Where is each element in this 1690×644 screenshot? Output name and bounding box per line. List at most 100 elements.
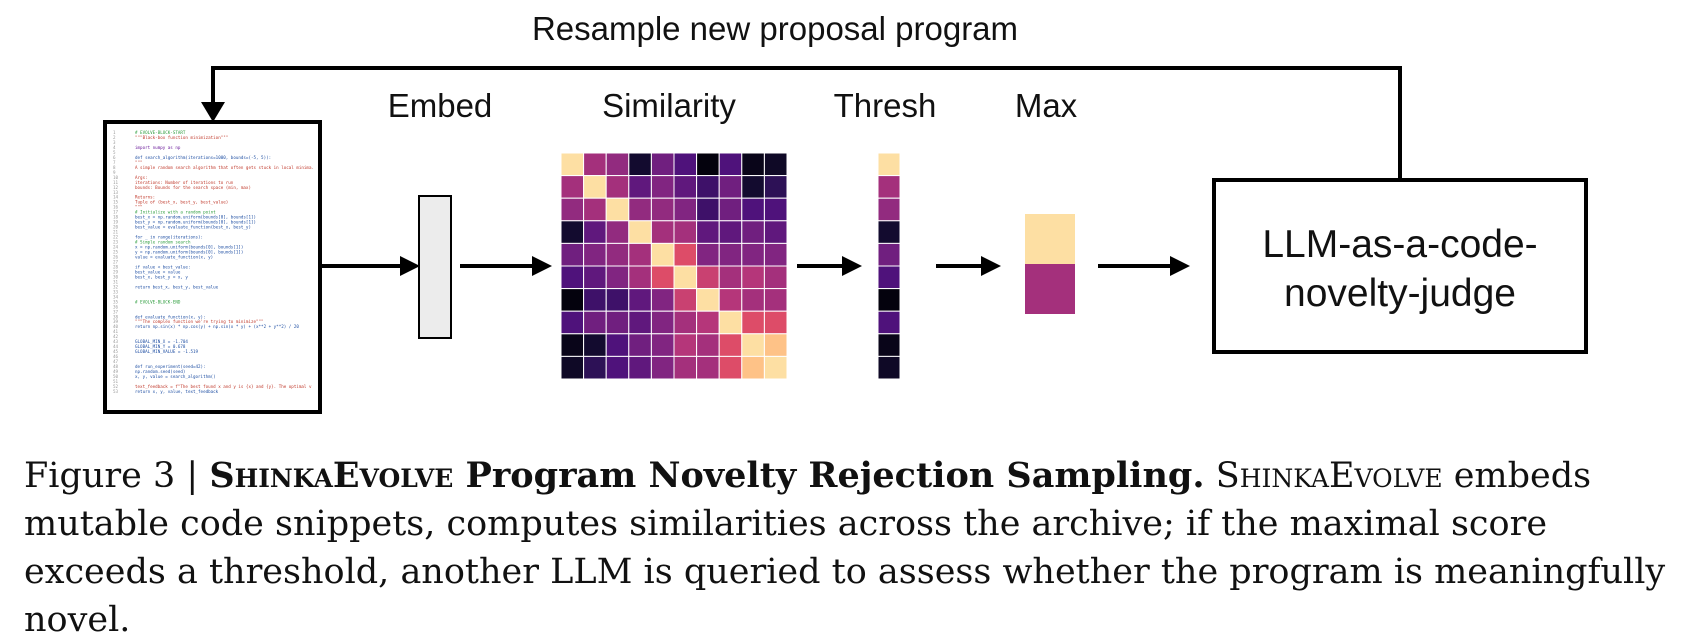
caption-title-name-part2: Evolve [332,455,454,496]
max-label: Max [1015,87,1078,124]
similarity-cell [560,152,585,177]
similarity-cell [696,288,720,312]
similarity-cell [718,265,743,290]
code-line: y = np.random.uniform(bounds[0], bounds[… [135,250,243,255]
code-line: # Initialize with a random point [135,210,216,215]
code-line-number: 42 [113,334,119,339]
similarity-cell [741,152,765,177]
code-line: value = evaluate_function(x, y) [135,255,213,260]
code-line-number: 11 [113,180,119,185]
thresh-cell [877,152,901,177]
arrow-thresh-to-max-head [981,256,1001,276]
code-line-number: 28 [113,264,119,269]
code-line-number: 30 [113,274,119,279]
similarity-cell [696,197,720,222]
similarity-cell [650,333,675,357]
similarity-cell [650,197,675,222]
similarity-cell [560,288,585,312]
code-line-number: 31 [113,279,119,284]
code-line: return best_x, best_y, best_value [135,284,219,289]
code-line-number: 14 [113,195,119,200]
similarity-cell [741,220,765,244]
similarity-cell [741,265,765,290]
embed-label: Embed [388,87,493,124]
similarity-cell [628,242,652,267]
similarity-cell [718,197,743,222]
similarity-cell [763,288,788,312]
thresh-cell [877,333,901,357]
similarity-cell [741,175,765,199]
code-line: best_x = np.random.uniform(bounds[0], bo… [135,215,256,220]
similarity-cell [763,175,788,199]
code-line-number: 1 [113,130,116,135]
similarity-cell [673,152,698,177]
thresh-cell [877,288,901,312]
similarity-cell [696,265,720,290]
similarity-cell [763,355,788,380]
similarity-cell [718,152,743,177]
similarity-cell [741,310,765,335]
similarity-cell [673,288,698,312]
code-line-number: 46 [113,354,119,359]
similarity-cell [628,333,652,357]
code-line-number: 51 [113,379,119,384]
code-line: np.random.seed(seed) [135,369,185,374]
similarity-cell [673,220,698,244]
similarity-cell [605,197,630,222]
code-line-number: 32 [113,284,119,289]
llm-judge-box [1212,178,1588,354]
code-document: 1 # EVOLVE-BLOCK-START 2 """Black-box funct… [103,120,322,414]
similarity-cell [628,265,652,290]
code-line: def run_experiment(seed=42): [135,364,206,369]
similarity-cell [696,310,720,335]
similarity-cell [696,152,720,177]
similarity-cell [605,355,630,380]
similarity-cell [628,152,652,177]
code-line-number: 35 [113,299,119,304]
similarity-cell [696,355,720,380]
code-line-number: 24 [113,245,119,250]
similarity-cell [741,288,765,312]
code-line: best_value = evaluate_function(best_x, b… [135,225,251,230]
code-line-number: 3 [113,140,116,145]
similarity-cell [583,265,607,290]
code-line: # EVOLVE-BLOCK-END [135,299,181,304]
code-line-number: 6 [113,155,116,160]
similarity-cell [650,288,675,312]
similarity-cell [605,288,630,312]
similarity-cell [650,242,675,267]
code-line: text_feedback = f"The best found x and y… [135,384,312,389]
similarity-cell [583,242,607,267]
code-line-number: 44 [113,344,119,349]
code-line: for _ in range(iterations): [135,235,203,240]
code-line-number: 33 [113,289,119,294]
llm-judge-label-line1: LLM-as-a-code- [1262,223,1537,266]
code-line: def search_algorithm(iterations=1000, bo… [135,155,271,160]
code-listing: 1 # EVOLVE-BLOCK-START 2 """Black-box funct… [113,130,314,394]
caption-title-rest: Program Novelty Rejection Sampling. [453,455,1205,496]
code-line-number: 15 [113,200,119,205]
similarity-cell [605,333,630,357]
similarity-cell [718,175,743,199]
similarity-cell [628,220,652,244]
code-line-number: 37 [113,309,119,314]
code-line-number: 10 [113,175,119,180]
caption-title-name-part1: Shinka [209,455,333,496]
caption-title: ShinkaEvolve Program Novelty Rejection S… [209,455,1204,496]
arrow-code-to-embed-head [400,256,420,276]
similarity-cell [583,355,607,380]
thresh-cell [877,175,901,199]
similarity-cell [605,175,630,199]
thresh-vector [877,152,901,380]
similarity-cell [741,197,765,222]
code-line-number: 50 [113,374,119,379]
code-line: Tuple of (best_x, best_y, best_value) [135,200,228,205]
caption-body-name-part2: Evolve [1328,456,1443,496]
code-line-number: 4 [113,145,116,150]
thresh-cell [877,355,901,380]
similarity-cell [696,333,720,357]
code-line-number: 13 [113,190,119,195]
code-line-number: 40 [113,324,119,329]
similarity-cell [650,175,675,199]
similarity-cell [583,220,607,244]
